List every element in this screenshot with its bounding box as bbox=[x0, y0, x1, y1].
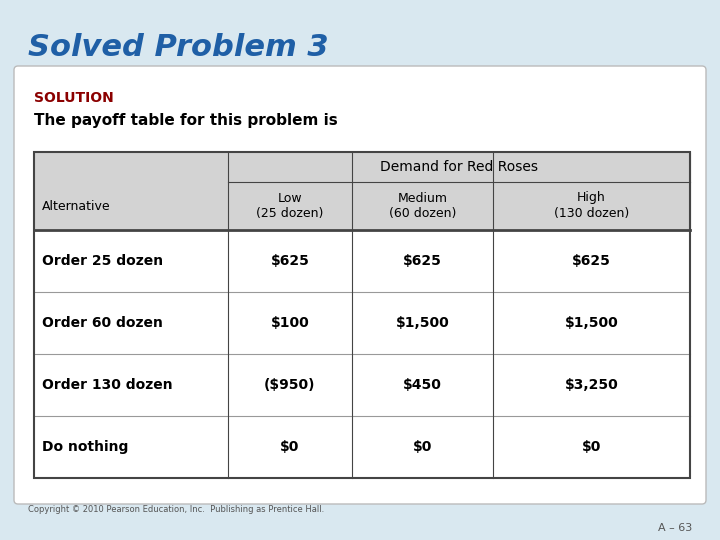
Text: $625: $625 bbox=[271, 254, 310, 268]
Text: SOLUTION: SOLUTION bbox=[34, 91, 114, 105]
Bar bbox=[34, 354, 690, 416]
FancyBboxPatch shape bbox=[14, 66, 706, 504]
Bar bbox=[34, 292, 690, 354]
Text: Order 130 dozen: Order 130 dozen bbox=[42, 378, 173, 392]
Text: Alternative: Alternative bbox=[42, 199, 111, 213]
Bar bbox=[34, 182, 690, 230]
Text: $100: $100 bbox=[271, 316, 309, 330]
Bar bbox=[34, 152, 690, 182]
Text: $0: $0 bbox=[413, 440, 433, 454]
Text: Copyright © 2010 Pearson Education, Inc.  Publishing as Prentice Hall.: Copyright © 2010 Pearson Education, Inc.… bbox=[28, 505, 324, 515]
Text: The payoff table for this problem is: The payoff table for this problem is bbox=[34, 112, 338, 127]
Text: $0: $0 bbox=[280, 440, 300, 454]
Text: $1,500: $1,500 bbox=[396, 316, 449, 330]
Text: Demand for Red Roses: Demand for Red Roses bbox=[379, 160, 538, 174]
Text: $625: $625 bbox=[572, 254, 611, 268]
Text: $450: $450 bbox=[403, 378, 442, 392]
Text: A – 63: A – 63 bbox=[658, 523, 692, 533]
Text: Medium
(60 dozen): Medium (60 dozen) bbox=[389, 192, 456, 220]
Bar bbox=[34, 152, 690, 478]
Text: High
(130 dozen): High (130 dozen) bbox=[554, 192, 629, 220]
Text: $0: $0 bbox=[582, 440, 601, 454]
Text: Do nothing: Do nothing bbox=[42, 440, 128, 454]
Text: $625: $625 bbox=[403, 254, 442, 268]
Text: Low
(25 dozen): Low (25 dozen) bbox=[256, 192, 323, 220]
Text: Solved Problem 3: Solved Problem 3 bbox=[28, 33, 328, 63]
Text: $3,250: $3,250 bbox=[564, 378, 618, 392]
Text: $1,500: $1,500 bbox=[564, 316, 618, 330]
Text: Order 25 dozen: Order 25 dozen bbox=[42, 254, 163, 268]
Bar bbox=[34, 416, 690, 478]
Text: ($950): ($950) bbox=[264, 378, 315, 392]
Text: Order 60 dozen: Order 60 dozen bbox=[42, 316, 163, 330]
Bar bbox=[34, 230, 690, 292]
